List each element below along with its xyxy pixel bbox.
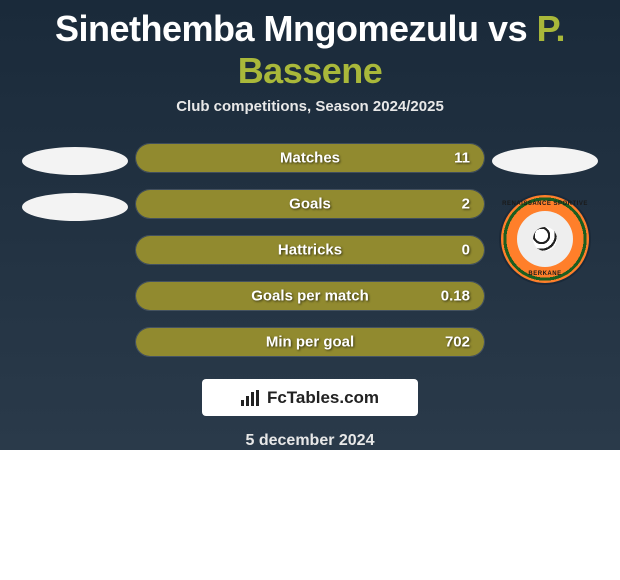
body-row: Matches 11 Goals 2 Hattricks 0 Goals per match… [0,143,620,357]
stat-bar: Matches 11 [135,143,485,173]
source-attribution: FcTables.com [202,379,418,416]
bar-value-right: 702 [445,334,470,351]
bar-label: Min per goal [266,334,354,351]
source-site: FcTables.com [267,388,379,408]
stat-bar: Hattricks 0 [135,235,485,265]
bar-label: Goals per match [251,288,369,305]
soccer-ball-icon [533,227,557,251]
comparison-card: Sinethemba Mngomezulu vs P. Bassene Club… [0,0,620,450]
subtitle: Club competitions, Season 2024/2025 [176,98,444,115]
bar-label: Matches [280,150,340,167]
player1-photo-placeholder [22,147,128,175]
bar-value-right: 11 [454,150,470,167]
bar-value-right: 0 [462,242,470,259]
stat-bar: Goals 2 [135,189,485,219]
stat-bar: Goals per match 0.18 [135,281,485,311]
player2-club-badge: RENAISSANCE SPORTIVE BERKANE [499,193,591,285]
player2-photo-placeholder [492,147,598,175]
vs-label: vs [488,8,527,49]
stat-bar: Min per goal 702 [135,327,485,357]
badge-text-top: RENAISSANCE SPORTIVE [502,201,588,207]
stat-bars: Matches 11 Goals 2 Hattricks 0 Goals per match… [135,143,485,357]
bar-value-right: 0.18 [441,288,470,305]
player1-name: Sinethemba Mngomezulu [55,8,479,49]
left-side [15,143,135,221]
bar-label: Hattricks [278,242,342,259]
badge-text-bottom: BERKANE [528,271,561,277]
bar-label: Goals [289,196,331,213]
bar-value-right: 2 [462,196,470,213]
bar-chart-icon [241,390,261,406]
date-label: 5 december 2024 [246,432,375,450]
badge-inner [517,211,573,267]
title: Sinethemba Mngomezulu vs P. Bassene [0,8,620,92]
right-side: RENAISSANCE SPORTIVE BERKANE [485,143,605,285]
player1-club-placeholder [22,193,128,221]
